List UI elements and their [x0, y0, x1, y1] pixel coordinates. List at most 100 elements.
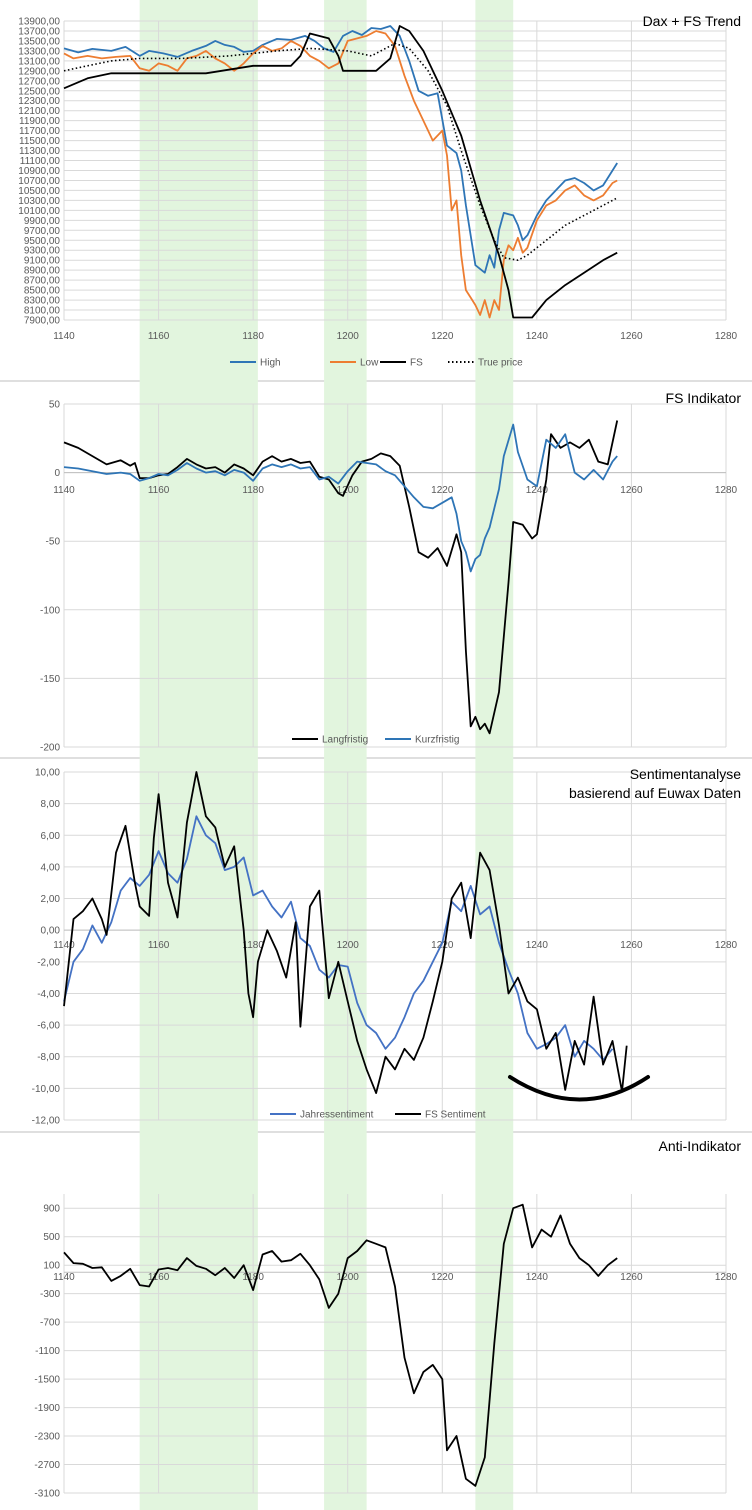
chart-title: FS Indikator	[666, 390, 742, 406]
legend-label: High	[260, 358, 281, 369]
y-tick-label: -3100	[34, 1489, 60, 1500]
y-tick-label: -700	[40, 1318, 60, 1329]
y-tick-label: 13700,00	[18, 26, 60, 37]
y-tick-label: -300	[40, 1289, 60, 1300]
x-tick-label: 1200	[337, 331, 360, 342]
y-tick-label: 10500,00	[18, 186, 60, 197]
highlight-band-3	[475, 1132, 514, 1510]
y-tick-label: 10900,00	[18, 166, 60, 177]
x-tick-label: 1180	[242, 485, 264, 496]
series-line-fs	[63, 25, 618, 319]
x-tick-label: 1260	[620, 940, 643, 951]
x-tick-label: 1160	[148, 485, 170, 496]
y-tick-label: -150	[40, 674, 60, 685]
chart-title: Anti-Indikator	[659, 1138, 742, 1154]
y-tick-label: 12900,00	[18, 66, 60, 77]
y-tick-label: 11900,00	[19, 116, 60, 127]
x-tick-label: 1200	[337, 940, 360, 951]
y-tick-label: 12500,00	[18, 86, 60, 97]
y-tick-label: -50	[46, 537, 61, 548]
x-tick-label: 1160	[148, 331, 170, 342]
x-tick-label: 1220	[431, 485, 454, 496]
series-line-high	[63, 25, 618, 274]
y-tick-label: 10100,00	[18, 206, 60, 217]
y-tick-label: -200	[40, 743, 60, 754]
y-tick-label: 12700,00	[18, 76, 60, 87]
y-tick-label: -12,00	[32, 1116, 61, 1127]
y-tick-label: 8300,00	[24, 296, 61, 307]
y-tick-label: 6,00	[41, 831, 61, 842]
legend-label: Langfristig	[322, 735, 368, 746]
y-tick-label: 13100,00	[18, 56, 60, 67]
y-tick-label: -4,00	[37, 989, 60, 1000]
x-tick-label: 1220	[431, 331, 454, 342]
y-tick-label: 50	[49, 400, 61, 411]
y-tick-label: 8100,00	[24, 306, 61, 317]
x-tick-label: 1160	[148, 1272, 170, 1283]
y-tick-label: 2,00	[41, 894, 61, 905]
series-line-langfristig	[63, 420, 619, 735]
y-tick-label: 8700,00	[24, 276, 61, 287]
y-tick-label: 500	[43, 1232, 60, 1243]
annotation-curve	[508, 1075, 650, 1102]
y-tick-label: -10,00	[32, 1084, 61, 1095]
x-tick-label: 1260	[620, 485, 643, 496]
y-tick-label: 11500,00	[19, 136, 60, 147]
y-tick-label: 900	[43, 1204, 60, 1215]
y-tick-label: -2700	[34, 1460, 60, 1471]
x-tick-label: 1280	[715, 1272, 738, 1283]
y-tick-label: 9300,00	[24, 246, 61, 257]
y-tick-label: -2,00	[37, 957, 60, 968]
x-tick-label: 1280	[715, 331, 738, 342]
x-tick-label: 1140	[53, 331, 75, 342]
y-tick-label: 9700,00	[24, 226, 61, 237]
y-tick-label: 9500,00	[24, 236, 61, 247]
x-tick-label: 1180	[242, 1272, 264, 1283]
x-tick-label: 1260	[620, 1272, 643, 1283]
y-tick-label: 8900,00	[24, 266, 61, 277]
y-tick-label: 11100,00	[20, 156, 61, 167]
highlight-band-1	[139, 1132, 258, 1510]
x-tick-label: 1280	[715, 940, 738, 951]
highlight-band-3	[475, 758, 514, 1132]
y-tick-label: 0,00	[41, 926, 61, 937]
chart-panel-3: 1140 1160 1180 1200 1220 1240 1260 1280 10,00 8,0…	[32, 758, 742, 1132]
series-line-kurzfristig	[63, 423, 618, 573]
chart-panel-1: 1140 1160 1180 1200 1220 1240 1260 1280 13900,00…	[18, 0, 741, 381]
x-tick-label: 1180	[242, 940, 264, 951]
highlight-band-2	[324, 1132, 367, 1510]
series-line-true-price	[63, 42, 618, 261]
y-tick-label: -1100	[35, 1346, 60, 1357]
y-tick-label: 10,00	[35, 768, 60, 779]
chart-title: Sentimentanalyse	[630, 766, 742, 782]
x-tick-label: 1200	[337, 1272, 360, 1283]
chart-panel-4: 1140 1160 1180 1200 1220 1240 1260 1280 900 500 10…	[34, 1132, 741, 1510]
x-tick-label: 1160	[148, 940, 170, 951]
y-tick-label: 13900,00	[18, 17, 60, 28]
y-tick-label: 12100,00	[18, 106, 60, 117]
y-tick-label: -1500	[34, 1375, 60, 1386]
y-tick-label: 100	[43, 1261, 60, 1272]
x-tick-label: 1240	[526, 331, 549, 342]
x-tick-label: 1220	[431, 1272, 454, 1283]
highlight-band-1	[139, 381, 258, 758]
y-tick-label: 11300,00	[19, 146, 60, 157]
y-tick-label: 13300,00	[18, 46, 60, 57]
y-tick-label: 9900,00	[24, 216, 61, 227]
x-tick-label: 1280	[715, 485, 738, 496]
y-tick-label: 8500,00	[24, 286, 61, 297]
legend-label: FS Sentiment	[425, 1110, 486, 1121]
x-tick-label: 1140	[53, 1272, 75, 1283]
series-line-fs-sentiment	[63, 771, 628, 1094]
legend-label: Jahressentiment	[300, 1110, 374, 1121]
y-tick-label: 0	[54, 468, 60, 479]
y-tick-label: 10300,00	[18, 196, 60, 207]
x-tick-label: 1220	[431, 940, 454, 951]
legend-label: Kurzfristig	[415, 735, 459, 746]
legend-label: Low	[360, 358, 379, 369]
chart-panel-2: 1140 1160 1180 1200 1220 1240 1260 1280 50 0 -50 -1…	[40, 381, 741, 758]
highlight-band-2	[324, 381, 367, 758]
series-line-anti-indikator	[63, 1203, 618, 1487]
x-tick-label: 1140	[53, 485, 75, 496]
